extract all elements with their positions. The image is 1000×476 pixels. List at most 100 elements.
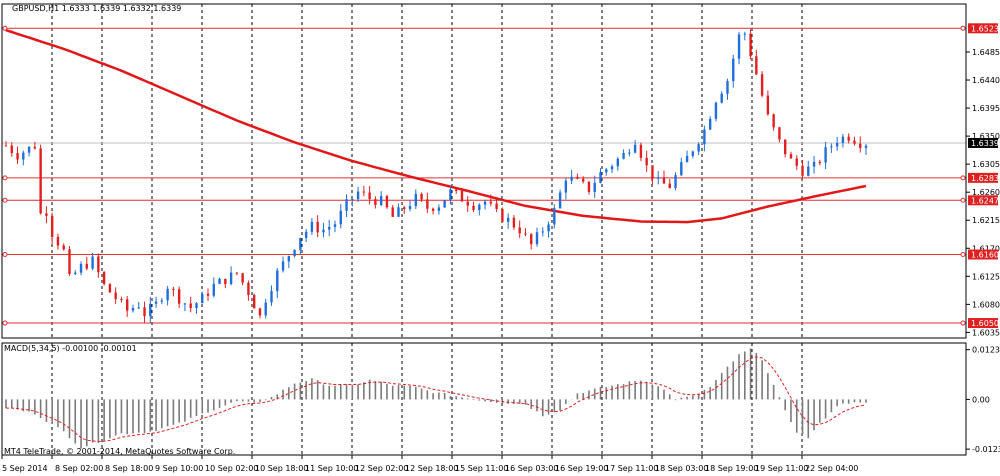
price-tick-label: 1.6350 <box>972 132 1000 141</box>
candle-body <box>137 307 140 309</box>
candle-body <box>639 144 643 158</box>
candle-body <box>824 147 827 163</box>
candle-body <box>801 165 804 176</box>
level-handle-left[interactable] <box>2 25 8 31</box>
candle-body <box>668 183 671 189</box>
candle-body <box>732 58 735 82</box>
candle-body <box>743 33 746 35</box>
price-tick-label: 1.6305 <box>972 160 1000 169</box>
candle-body <box>489 201 493 204</box>
candle-body <box>628 152 631 154</box>
candle-body <box>206 293 210 296</box>
candle-body <box>766 95 770 115</box>
level-price-box <box>968 195 998 206</box>
level-handle-left[interactable] <box>2 197 8 203</box>
candle-body <box>420 193 423 200</box>
candle-body <box>830 146 833 148</box>
candle-body <box>605 169 608 173</box>
level-handle-left[interactable] <box>2 175 8 181</box>
macd-signal-line <box>6 356 867 443</box>
candle-body <box>737 34 741 59</box>
candle-body <box>391 207 394 217</box>
candle-body <box>789 154 793 159</box>
candle-body <box>483 201 487 205</box>
candle-body <box>304 231 308 239</box>
candle-body <box>726 81 729 94</box>
candle-body <box>662 177 666 184</box>
level-price-box <box>968 318 998 329</box>
candle-body <box>547 224 550 232</box>
level-price-box <box>968 172 998 183</box>
level-handle-right[interactable] <box>960 175 966 181</box>
candle-body <box>593 182 596 192</box>
current-price-box <box>968 137 998 148</box>
horizontal-levels[interactable] <box>2 25 966 326</box>
candle-body <box>755 56 758 75</box>
candle-body <box>472 205 475 210</box>
level-handle-right[interactable] <box>960 25 966 31</box>
candle-body <box>587 181 591 192</box>
level-handle-left[interactable] <box>2 252 8 257</box>
candle-body <box>201 293 204 304</box>
level-price-label: 1.6050 <box>971 319 999 328</box>
candle-body <box>581 178 585 182</box>
candle-body <box>807 166 810 176</box>
candle-body <box>287 256 291 262</box>
candle-body <box>760 74 764 96</box>
candle-body <box>74 272 77 274</box>
candle-body <box>703 129 706 145</box>
macd-label: MACD(5,34,5) -0.00100 -0.00101 <box>4 344 137 353</box>
macd-tick-label: 0.00 <box>972 395 990 404</box>
candle-body <box>853 140 856 144</box>
main-panel-frame <box>1 3 967 339</box>
level-handle-right[interactable] <box>960 252 966 257</box>
candle-body <box>466 201 469 206</box>
candle-body <box>281 261 285 271</box>
candle-body <box>39 148 42 214</box>
price-tick-label: 1.6035 <box>972 328 1000 337</box>
candle-body <box>310 221 314 232</box>
candle-body <box>610 166 614 170</box>
candle-body <box>276 270 279 292</box>
candle-body <box>120 299 123 301</box>
candle-body <box>512 217 516 228</box>
candle-body <box>645 157 648 166</box>
candle-body <box>126 299 129 311</box>
candle-body <box>478 204 481 210</box>
candle-body <box>22 152 25 160</box>
candle-body <box>143 307 146 317</box>
candle-body <box>431 208 435 211</box>
candle-body <box>403 207 406 210</box>
candle-body <box>79 263 83 273</box>
axes <box>1 3 970 459</box>
candle-body <box>322 229 325 233</box>
candle-body <box>56 236 60 246</box>
candle-body <box>783 139 787 155</box>
candle-body <box>339 210 342 225</box>
price-tick-label: 1.6215 <box>972 216 1000 225</box>
level-handle-right[interactable] <box>960 197 966 203</box>
candle-body <box>651 165 654 179</box>
candle-body <box>114 292 117 300</box>
candle-body <box>570 176 573 181</box>
candles <box>4 29 868 323</box>
price-tick-label: 1.6080 <box>972 300 1000 309</box>
candle-body <box>33 146 37 149</box>
time-tick-label: 12 Sep 02:00 <box>355 464 408 473</box>
time-tick-label: 16 Sep 19:00 <box>555 464 608 473</box>
axis-labels: 5 Sep 2014 8 Sep 02:00 8 Sep 18:00 9 Sep 10… <box>2 23 1000 473</box>
candle-body <box>328 226 331 230</box>
level-handle-left[interactable] <box>2 320 8 326</box>
price-tick-label: 1.6260 <box>972 188 1000 197</box>
candle-body <box>177 289 181 304</box>
time-grid <box>51 4 803 455</box>
candle-body <box>351 199 354 201</box>
macd-tick-label: 0.01234 <box>972 346 1000 355</box>
candle-body <box>657 177 660 179</box>
level-handle-right[interactable] <box>960 320 966 326</box>
candle-body <box>374 199 377 206</box>
current-price-label: 1.6339 <box>971 139 999 148</box>
candle-body <box>599 172 602 183</box>
time-tick-label: 12 Sep 18:00 <box>405 464 458 473</box>
